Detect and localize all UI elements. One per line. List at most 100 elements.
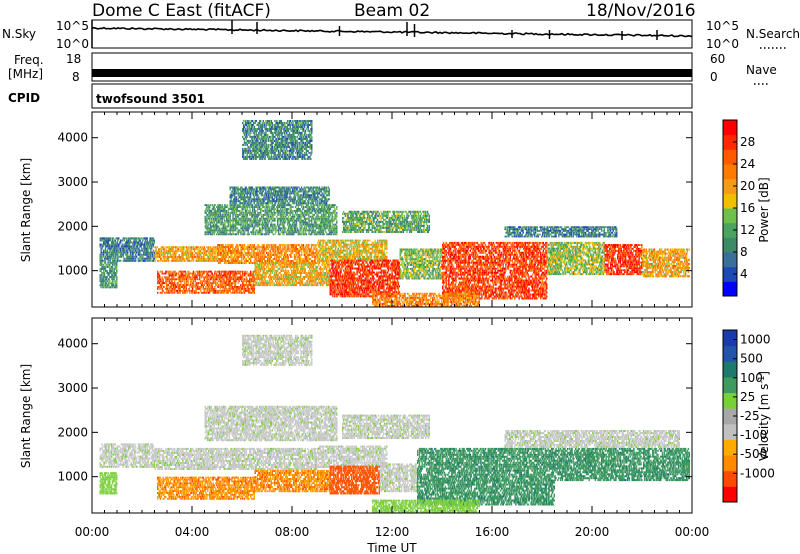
data-cell (300, 250, 303, 253)
data-cell (343, 243, 345, 246)
data-cell (395, 271, 397, 274)
data-cell (317, 245, 320, 248)
data-cell (219, 248, 222, 251)
data-cell (339, 289, 341, 292)
data-cell (313, 260, 315, 262)
data-cell (325, 284, 328, 287)
data-cell (351, 283, 353, 286)
data-cell (376, 257, 378, 260)
data-cell (226, 260, 229, 262)
data-cell (358, 251, 360, 254)
data-cell (316, 252, 318, 254)
data-cell (306, 252, 308, 254)
data-cell (221, 276, 223, 279)
data-cell (236, 258, 238, 260)
data-cell (233, 274, 235, 277)
data-cell (260, 278, 263, 280)
data-cell (202, 291, 204, 294)
data-cell (176, 282, 179, 285)
data-cell (127, 243, 129, 246)
data-cell (182, 291, 185, 294)
data-cell (265, 250, 267, 253)
data-cell (210, 287, 213, 290)
data-cell (327, 245, 330, 248)
data-cell (157, 276, 160, 279)
data-cell (235, 274, 238, 277)
data-cell (101, 259, 103, 262)
data-cell (157, 272, 159, 275)
data-cell (262, 272, 264, 274)
data-cell (346, 257, 348, 260)
data-cell (311, 269, 313, 272)
data-cell (209, 259, 211, 262)
data-cell (244, 287, 247, 290)
data-cell (281, 278, 283, 280)
data-cell (284, 248, 286, 251)
data-cell (168, 272, 170, 275)
data-cell (325, 257, 327, 260)
data-cell (158, 250, 160, 253)
data-cell (313, 248, 315, 251)
data-cell (307, 274, 309, 276)
data-cell (233, 260, 235, 262)
data-cell (172, 257, 174, 260)
data-cell (227, 287, 230, 290)
data-cell (177, 248, 180, 251)
data-cell (351, 287, 354, 290)
data-cell (350, 269, 352, 272)
data-cell (211, 274, 213, 277)
data-cell (186, 284, 188, 286)
data-cell (225, 246, 227, 249)
data-cell (164, 254, 166, 256)
data-cell (223, 260, 225, 262)
data-cell (261, 260, 263, 262)
data-cell (294, 258, 297, 260)
data-cell (209, 252, 212, 254)
data-cell (114, 253, 116, 256)
data-cell (340, 247, 342, 250)
data-cell (147, 253, 149, 256)
data-cell (168, 278, 170, 281)
data-cell (282, 284, 284, 287)
data-cell (216, 250, 218, 253)
data-cell (244, 248, 247, 251)
data-cell (363, 291, 365, 294)
data-cell (210, 284, 213, 286)
data-cell (379, 255, 382, 258)
data-cell (181, 286, 183, 288)
data-cell (368, 243, 370, 246)
data-cell (120, 239, 123, 242)
data-cell (366, 243, 368, 246)
data-cell (151, 239, 153, 242)
data-cell (309, 280, 312, 283)
data-cell (256, 256, 258, 258)
data-cell (383, 285, 385, 288)
data-cell (146, 253, 148, 256)
data-cell (215, 289, 217, 292)
data-cell (361, 285, 364, 288)
data-cell (197, 272, 199, 275)
data-cell (253, 244, 255, 247)
data-cell (371, 259, 374, 262)
data-cell (287, 274, 289, 276)
data-cell (243, 248, 246, 251)
freq-tick-top: 18 (66, 52, 81, 66)
data-cell (378, 247, 381, 250)
data-cell (166, 284, 169, 286)
data-cell (181, 246, 183, 249)
data-cell (322, 274, 324, 276)
data-cell (355, 255, 357, 258)
data-cell (203, 270, 205, 273)
data-cell (285, 272, 288, 274)
data-cell (330, 251, 332, 254)
data-cell (300, 261, 303, 264)
data-cell (269, 258, 272, 260)
data-cell (349, 273, 351, 276)
data-cell (353, 283, 356, 286)
data-cell (334, 265, 337, 268)
data-cell (110, 247, 112, 250)
data-cell (185, 278, 187, 281)
data-cell (333, 291, 335, 294)
data-cell (259, 284, 261, 287)
data-cell (207, 246, 209, 249)
